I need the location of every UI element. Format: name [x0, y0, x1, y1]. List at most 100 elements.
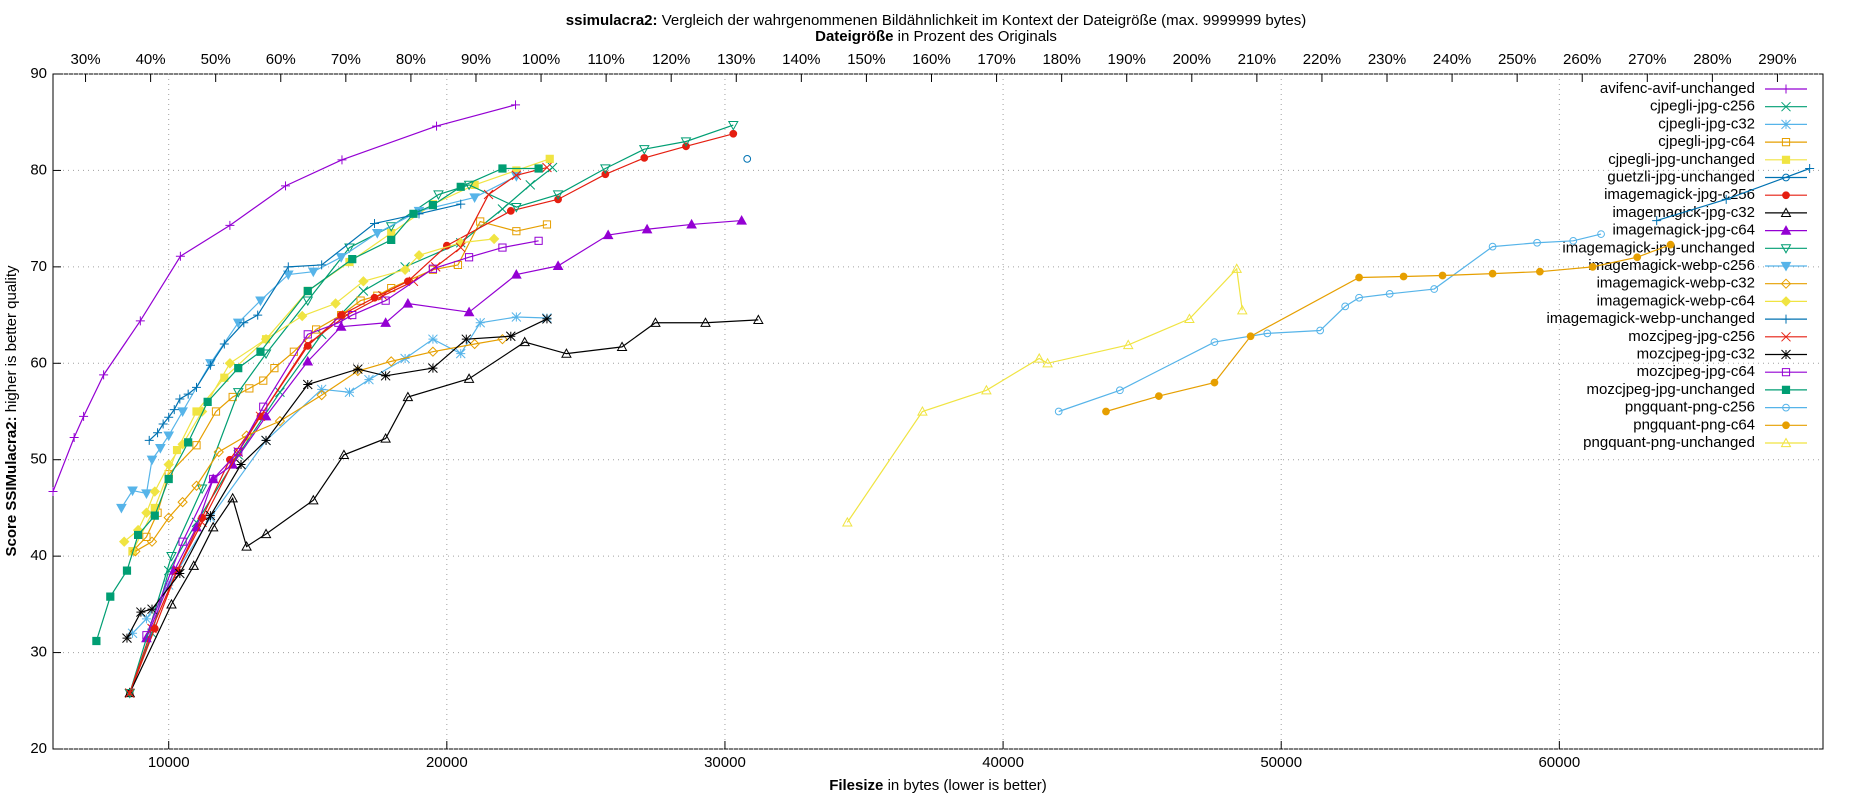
- x2-tick-label: 140%: [782, 51, 820, 68]
- data-point: [205, 510, 216, 521]
- data-point: [260, 410, 272, 421]
- data-point: [511, 269, 522, 279]
- legend-label: imagemagick-webp-c256: [1588, 257, 1755, 274]
- data-point: [1535, 267, 1544, 276]
- data-point: [399, 264, 411, 275]
- data-point: [511, 202, 522, 213]
- data-point: [498, 164, 507, 173]
- legend-marker: [1781, 368, 1791, 377]
- data-point: [146, 455, 158, 466]
- data-point: [344, 243, 355, 254]
- data-point: [166, 552, 177, 562]
- data-point: [141, 489, 152, 499]
- data-point: [497, 333, 508, 345]
- data-point: [534, 236, 543, 245]
- data-point: [302, 379, 313, 390]
- data-point: [1438, 271, 1447, 280]
- x2-tick-label: 170%: [977, 51, 1015, 68]
- data-point: [163, 512, 174, 523]
- legend-label: mozcjpeg-jpg-c64: [1637, 363, 1755, 380]
- x2-tick-label: 30%: [71, 51, 101, 68]
- legend-label: mozcjpeg-jpg-c256: [1628, 328, 1755, 345]
- legend-marker: [1781, 331, 1791, 342]
- series-line: [129, 124, 734, 694]
- data-point: [259, 402, 268, 411]
- series-line: [1058, 233, 1602, 413]
- data-point: [236, 459, 246, 470]
- data-point: [1263, 329, 1272, 338]
- x2-tick-label: 190%: [1108, 51, 1146, 68]
- legend-marker: [1781, 119, 1791, 130]
- data-point: [149, 486, 161, 497]
- data-point: [177, 407, 188, 418]
- data-point: [281, 181, 291, 191]
- x2-axis-title: Dateigröße in Prozent des Originals: [815, 28, 1057, 45]
- data-point: [381, 296, 390, 305]
- data-point: [219, 339, 229, 349]
- data-point: [456, 199, 466, 209]
- data-point: [334, 318, 343, 327]
- data-point: [228, 392, 237, 402]
- legend-marker: [1780, 207, 1792, 217]
- x2-tick-label: 110%: [587, 51, 624, 68]
- data-point: [316, 389, 327, 401]
- x2-tick-label: 150%: [847, 51, 885, 68]
- title-text: Vergleich der wahrgenommenen Bildähnlich…: [662, 12, 1307, 29]
- legend-marker: [1781, 84, 1791, 94]
- data-point: [192, 441, 201, 450]
- data-point: [552, 260, 564, 270]
- data-point: [69, 433, 79, 443]
- legend-label: cjpegli-jpg-unchanged: [1608, 151, 1755, 168]
- legend-marker: [1782, 191, 1790, 200]
- data-point: [370, 218, 380, 228]
- series-line: [129, 319, 759, 694]
- series-line: [129, 167, 553, 694]
- legend-label: cjpegli-jpg-c64: [1658, 133, 1755, 150]
- data-point: [752, 314, 764, 324]
- legend-label: imagemagick-webp-c64: [1597, 292, 1755, 309]
- x2-tick-label: 230%: [1368, 51, 1406, 68]
- data-point: [1721, 194, 1731, 204]
- data-point: [640, 154, 649, 162]
- data-point: [79, 411, 89, 421]
- data-point: [917, 405, 928, 416]
- legend-label: pngquant-png-unchanged: [1583, 434, 1755, 451]
- data-point: [497, 204, 508, 214]
- legend-label: cjpegli-jpg-c32: [1658, 115, 1755, 132]
- data-point: [680, 137, 692, 148]
- legend-label: imagemagick-webp-c32: [1597, 275, 1755, 292]
- data-point: [122, 633, 132, 643]
- series-line: [132, 158, 550, 552]
- y-label-text: higher is better quality: [3, 265, 20, 412]
- data-point: [1355, 293, 1363, 302]
- data-point: [1042, 357, 1053, 368]
- data-point: [338, 449, 350, 459]
- data-point: [1154, 392, 1163, 400]
- x-axis-title: Filesize in bytes (lower is better): [829, 777, 1047, 794]
- data-point: [511, 172, 522, 182]
- y-tick-label: 50: [30, 451, 47, 468]
- data-point: [534, 164, 543, 173]
- data-point: [729, 129, 738, 138]
- data-point: [1210, 378, 1219, 387]
- data-point: [512, 227, 521, 236]
- legend-label: mozcjpeg-jpg-c32: [1637, 345, 1755, 362]
- data-point: [270, 364, 279, 373]
- data-point: [122, 566, 132, 575]
- data-point: [356, 296, 365, 305]
- title-bold: ssimulacra2:: [566, 12, 658, 29]
- y-tick-label: 30: [30, 644, 47, 661]
- data-point: [130, 546, 141, 557]
- data-point: [1597, 230, 1605, 238]
- data-point: [169, 405, 179, 415]
- data-point: [256, 347, 265, 356]
- y-tick-label: 20: [30, 740, 47, 757]
- legend-marker: [1781, 101, 1791, 112]
- data-point: [727, 121, 739, 131]
- data-point: [191, 480, 202, 491]
- legend-marker: [1781, 385, 1791, 394]
- data-point: [385, 356, 397, 367]
- series-line: [126, 318, 548, 639]
- x2-tick-label: 40%: [136, 51, 166, 68]
- data-point: [1488, 242, 1497, 251]
